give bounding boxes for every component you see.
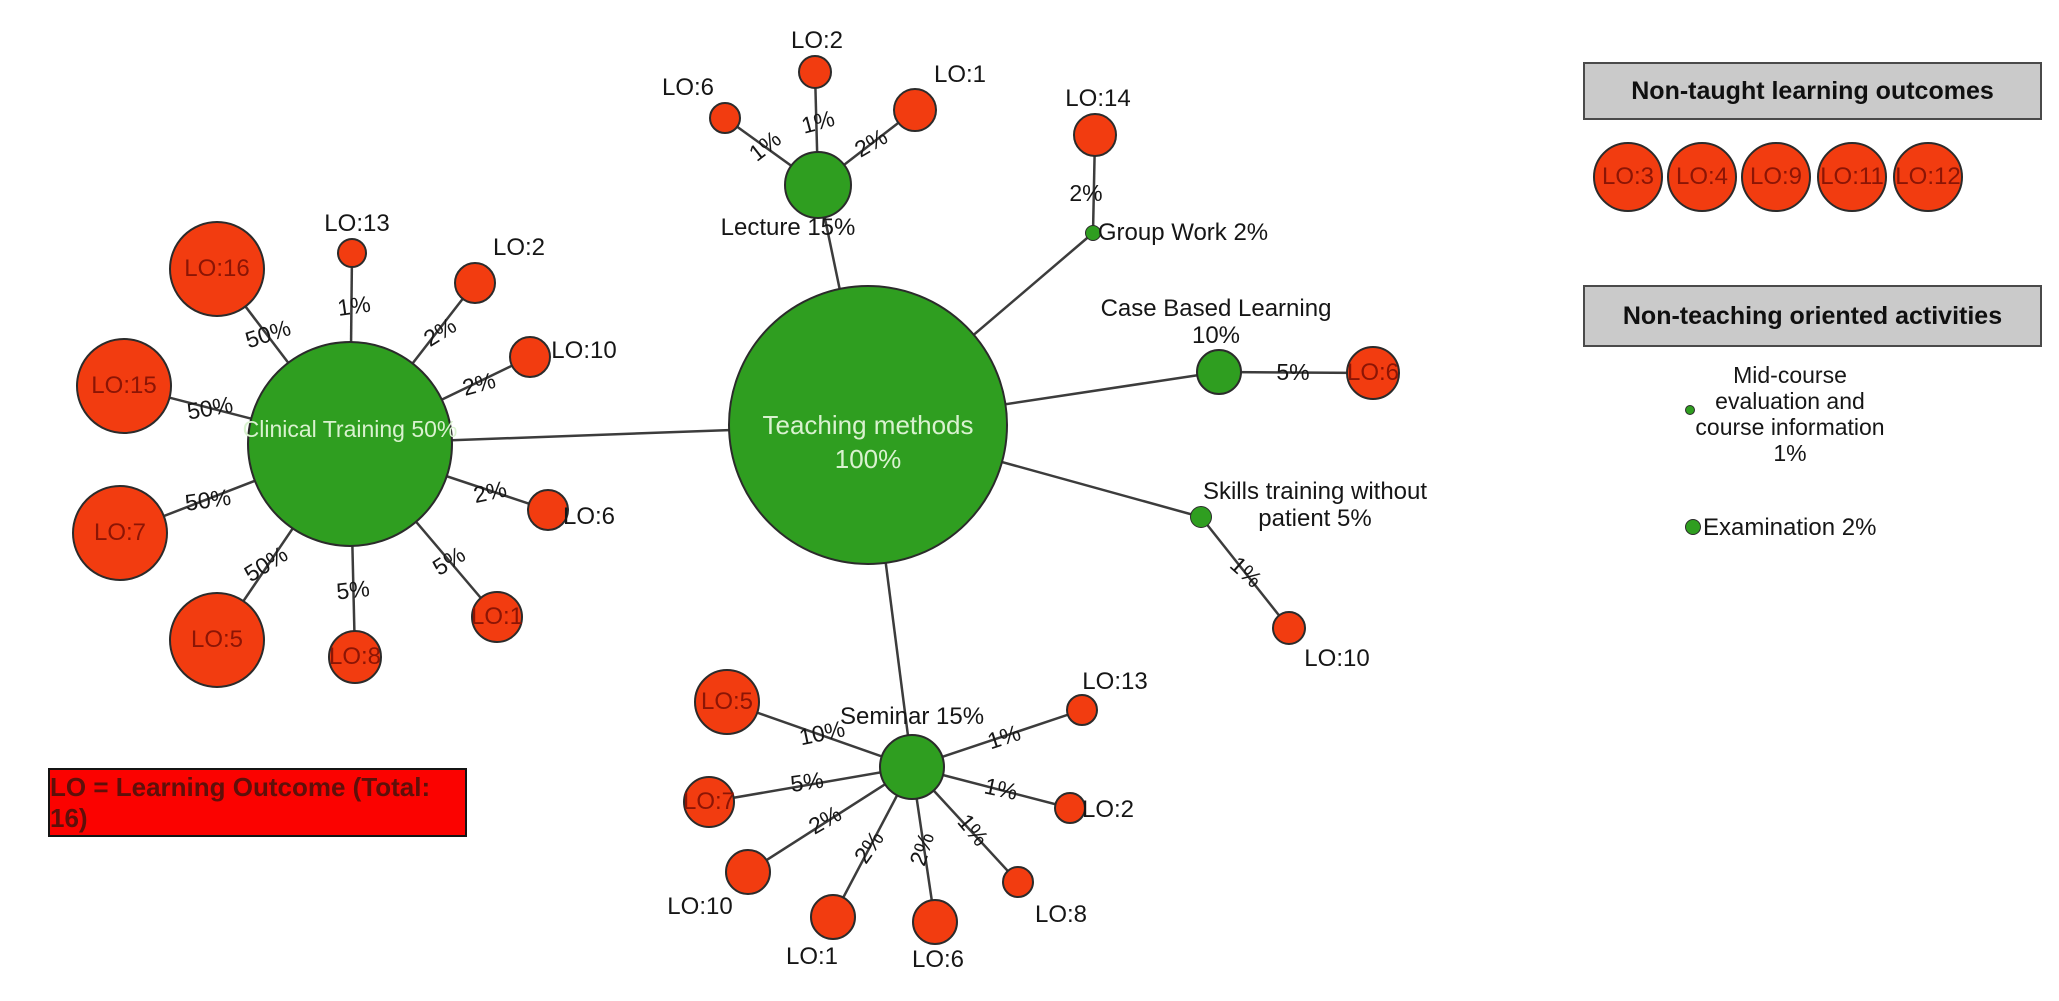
node-skills-lo10 [1272,611,1306,645]
non-taught-lo-label: LO:9 [1749,162,1803,190]
label-clinical-lo15: LO:15 [91,371,157,399]
node-clinical-lo13 [337,238,367,268]
non-taught-lo-label: LO:4 [1675,162,1729,190]
node-seminar-lo5: LO:5 [694,669,760,735]
label-casebased-lo6: LO:6 [1346,358,1400,386]
label-lecture: Lecture 15% [720,214,856,242]
edge-seminar-seminar-lo7 [708,765,913,804]
label-seminar-lo6: LO:6 [911,946,965,974]
node-non-taught-2: LO:9 [1741,142,1811,212]
midcourse-line: Mid-course [1733,362,1847,388]
label-clinical-lo13: LO:13 [324,210,390,238]
node-clinical-lo1: LO:1 [471,591,523,643]
node-clinical-lo7: LO:7 [72,485,168,581]
node-clinical-lo8: LO:8 [328,630,382,684]
node-non-taught-4: LO:12 [1893,142,1963,212]
label-clinical-lo6: LO:6 [562,503,616,531]
edge-percent-clinical-lo8: 5% [335,575,371,605]
node-group-work [1085,225,1101,241]
node-clinical: Clinical Training 50% [243,341,457,547]
node-clinical-lo16: LO:16 [169,221,265,317]
node-seminar-lo1 [810,894,856,940]
label-clinical-lo16: LO:16 [184,254,250,282]
label-lecture-lo2: LO:2 [790,27,844,55]
label-case-based: Case Based Learning 10% [1101,295,1332,349]
node-case-based [1196,349,1242,395]
node-seminar [879,734,945,800]
node-clinical-lo6 [527,489,569,531]
label-skills-line: patient 5% [1258,505,1372,532]
non-taught-lo-label: LO:12 [1895,162,1961,190]
label-seminar-lo13: LO:13 [1082,668,1148,696]
label-group-work: Group Work 2% [1097,219,1269,247]
edge-percent-seminar-lo7: 5% [788,766,826,797]
teaching-methods-label: 100% [834,444,902,474]
node-teaching-methods: Teaching methods 100% [728,285,1008,565]
node-examination-dot [1685,519,1701,535]
node-clinical-lo10 [509,336,551,378]
label-seminar-lo10: LO:10 [667,893,733,921]
note-text: LO = Learning Outcome (Total: 16) [50,771,431,833]
label-examination: Examination 2% [1703,514,1877,542]
label-case-based-line: Case Based Learning [1100,295,1332,322]
node-clinical-lo15: LO:15 [76,338,172,434]
non-taught-header-box: Non-taught learning outcomes [1583,62,2042,120]
label-skills: Skills training without patient 5% [1203,478,1427,532]
label-seminar-lo7: LO:7 [682,787,736,815]
node-seminar-lo8 [1002,866,1034,898]
edge-percent-groupwork-lo14: 2% [1069,179,1103,206]
edge-skills-skills-lo10 [1200,516,1290,629]
node-lecture [784,151,852,219]
midcourse-line: evaluation and [1715,388,1865,414]
label-lecture-lo6: LO:6 [661,74,715,102]
node-lecture-lo1 [893,88,937,132]
label-clinical-lo7: LO:7 [93,518,147,546]
edge-percent-clinical-lo13: 1% [335,290,373,321]
label-seminar-lo1: LO:1 [785,943,839,971]
label-clinical-lo2: LO:2 [492,234,546,262]
label-midcourse: Mid-course evaluation and course informa… [1695,362,1884,466]
non-taught-lo-label: LO:3 [1601,162,1655,190]
node-lecture-lo2 [798,55,832,89]
node-clinical-lo5: LO:5 [169,592,265,688]
midcourse-line: course information [1695,414,1885,440]
node-non-taught-3: LO:11 [1817,142,1887,212]
label-seminar: Seminar 15% [839,703,985,731]
note-box: LO = Learning Outcome (Total: 16) [48,768,467,837]
node-lecture-lo6 [709,102,741,134]
label-lecture-lo1: LO:1 [933,61,987,89]
non-teaching-title: Non-teaching oriented activities [1622,301,2003,330]
midcourse-line: 1% [1773,440,1807,466]
label-seminar-lo2: LO:2 [1081,796,1135,824]
label-skills-line: Skills training without [1202,478,1428,505]
label-clinical-lo1: LO:1 [470,602,524,630]
node-midcourse-dot [1685,405,1695,415]
non-taught-title: Non-taught learning outcomes [1631,76,1994,105]
label-case-based-line: 10% [1191,322,1241,349]
node-clinical-lo2 [454,262,496,304]
node-seminar-lo6 [912,899,958,945]
non-teaching-header-box: Non-teaching oriented activities [1583,285,2042,347]
node-seminar-lo13 [1066,694,1098,726]
node-seminar-lo2 [1054,792,1086,824]
teaching-methods-label: Teaching methods [762,410,974,441]
label-seminar-lo5: LO:5 [700,687,754,715]
non-taught-lo-label: LO:11 [1820,162,1884,190]
node-groupwork-lo14 [1073,113,1117,157]
node-non-taught-0: LO:3 [1593,142,1663,212]
node-skills [1190,506,1212,528]
node-seminar-lo7: LO:7 [683,776,735,828]
node-non-taught-1: LO:4 [1667,142,1737,212]
label-seminar-lo8: LO:8 [1034,901,1088,929]
label-groupwork-lo14: LO:14 [1065,85,1131,113]
label-clinical: Clinical Training 50% [242,416,458,443]
edge-percent-casebased-lo6: 5% [1276,358,1310,385]
node-casebased-lo6: LO:6 [1346,346,1400,400]
label-clinical-lo10: LO:10 [551,337,617,365]
label-clinical-lo5: LO:5 [190,625,244,653]
node-seminar-lo10 [725,849,771,895]
label-skills-lo10: LO:10 [1304,645,1370,673]
label-clinical-lo8: LO:8 [328,642,382,670]
